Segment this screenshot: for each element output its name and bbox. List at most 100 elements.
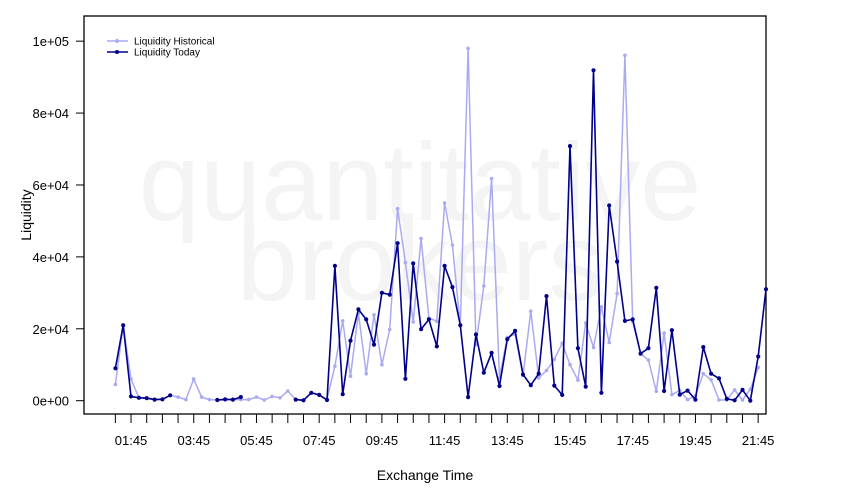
data-point-liquidity-today [230, 397, 235, 402]
data-point-liquidity-today [136, 395, 141, 400]
data-point-liquidity-today [340, 392, 345, 397]
data-point-liquidity-historical [568, 362, 572, 367]
data-point-liquidity-today [160, 397, 165, 402]
data-point-liquidity-historical [278, 396, 282, 400]
data-point-liquidity-today [473, 332, 479, 337]
data-point-liquidity-today [426, 317, 431, 322]
x-tick-label: 07:45 [303, 433, 336, 448]
data-point-liquidity-today [575, 346, 581, 351]
data-point-liquidity-historical [466, 46, 470, 51]
y-tick-label: 1e+05 [32, 34, 69, 49]
data-point-liquidity-today [481, 370, 486, 375]
data-point-liquidity-historical [333, 364, 337, 369]
data-point-liquidity-today [763, 287, 769, 292]
data-point-liquidity-today [748, 398, 753, 403]
data-point-liquidity-historical [489, 176, 494, 181]
data-point-liquidity-today [144, 396, 149, 401]
data-point-liquidity-today [669, 328, 675, 333]
data-point-liquidity-historical [662, 331, 666, 335]
data-point-liquidity-historical [709, 378, 713, 382]
data-point-liquidity-today [371, 342, 377, 347]
data-point-liquidity-historical [403, 260, 408, 265]
data-point-liquidity-today [528, 383, 533, 388]
data-point-liquidity-today [419, 327, 424, 332]
legend-marker-liquidity-historical [115, 39, 119, 43]
x-tick-label: 03:45 [177, 433, 210, 448]
data-point-liquidity-historical [591, 345, 596, 350]
data-point-liquidity-historical [685, 397, 690, 402]
data-point-liquidity-today [701, 345, 706, 350]
legend-label-liquidity-today: Liquidity Today [134, 48, 200, 59]
data-point-liquidity-today [215, 397, 220, 403]
data-point-liquidity-historical [607, 340, 611, 345]
y-tick-label: 6e+04 [32, 178, 69, 193]
data-point-liquidity-today [489, 350, 494, 355]
x-tick-label: 15:45 [554, 433, 587, 448]
x-tick-label: 21:45 [742, 433, 775, 448]
data-point-liquidity-historical [615, 291, 619, 296]
data-point-liquidity-historical [482, 284, 486, 288]
data-point-liquidity-historical [270, 394, 274, 399]
data-point-liquidity-today [168, 393, 173, 398]
y-tick-label: 4e+04 [32, 250, 69, 265]
data-point-liquidity-historical [717, 398, 721, 402]
plot-frame [83, 15, 767, 415]
data-point-liquidity-historical [246, 397, 251, 402]
data-point-liquidity-historical [262, 398, 267, 402]
data-point-liquidity-historical [286, 389, 290, 393]
data-point-liquidity-today [756, 354, 761, 359]
data-point-liquidity-today [121, 323, 126, 328]
data-point-liquidity-historical [646, 358, 651, 362]
data-point-liquidity-historical [442, 201, 447, 205]
data-point-liquidity-today [403, 376, 408, 381]
data-point-liquidity-today [395, 241, 400, 246]
data-point-liquidity-historical [623, 53, 627, 57]
y-tick-label: 8e+04 [32, 106, 69, 121]
data-point-liquidity-historical [364, 371, 369, 376]
series-liquidity-today [113, 68, 769, 403]
data-point-liquidity-today [646, 346, 651, 351]
data-point-liquidity-today [450, 285, 455, 290]
data-point-liquidity-today [301, 398, 306, 403]
x-tick-label: 19:45 [679, 433, 712, 448]
data-point-liquidity-today [630, 317, 635, 322]
data-point-liquidity-today [238, 395, 243, 400]
data-point-liquidity-today [567, 144, 573, 149]
x-tick-label: 05:45 [240, 433, 273, 448]
data-point-liquidity-today [607, 203, 612, 208]
x-tick-label: 11:45 [429, 433, 461, 448]
data-point-liquidity-historical [544, 368, 549, 373]
data-point-liquidity-historical [387, 327, 392, 332]
data-point-liquidity-historical [536, 376, 541, 380]
data-point-liquidity-historical [654, 389, 659, 394]
data-point-liquidity-today [716, 376, 722, 381]
data-point-liquidity-historical [435, 319, 439, 324]
y-tick-label: 0e+00 [32, 394, 69, 409]
data-point-liquidity-today [466, 395, 471, 400]
data-point-liquidity-historical [450, 243, 455, 247]
data-point-liquidity-today [387, 292, 392, 297]
data-point-liquidity-today [662, 388, 667, 394]
data-point-liquidity-today [724, 396, 729, 401]
x-axis-title: Exchange Time [377, 467, 474, 483]
data-point-liquidity-today [434, 344, 439, 349]
x-tick-label: 09:45 [366, 433, 399, 448]
data-point-liquidity-today [324, 397, 330, 403]
data-point-liquidity-today [505, 337, 510, 342]
data-point-liquidity-today [332, 263, 337, 268]
data-point-liquidity-today [740, 387, 745, 392]
data-point-liquidity-today [513, 328, 518, 333]
data-point-liquidity-historical [411, 320, 416, 324]
data-point-liquidity-today [677, 392, 682, 397]
series-layer [113, 46, 769, 403]
data-point-liquidity-historical [191, 377, 196, 381]
data-point-liquidity-today [411, 261, 416, 266]
watermark-line-2: brokers [237, 201, 604, 324]
data-point-liquidity-today [622, 318, 628, 323]
data-point-liquidity-today [544, 294, 549, 299]
data-point-liquidity-today [356, 307, 361, 312]
data-point-liquidity-today [615, 259, 620, 264]
series-line-liquidity-today [114, 324, 171, 401]
x-axis: 01:45 03:45 05:45 07:45 09:45 11:45 13:45 15:45… [115, 414, 775, 448]
watermark-line-1: quantitative [139, 121, 702, 244]
